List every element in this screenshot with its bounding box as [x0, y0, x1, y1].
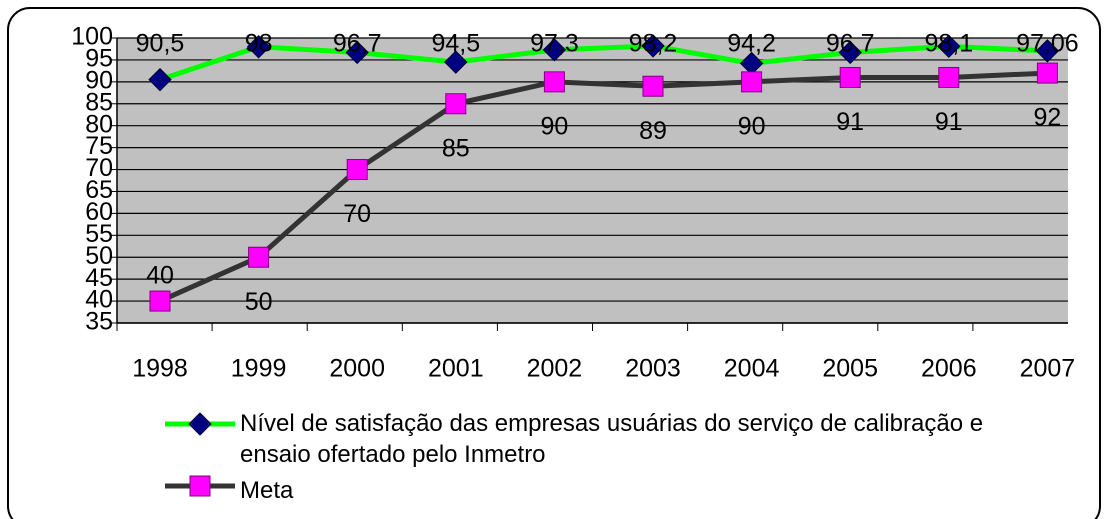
- x-tick-label: 2002: [527, 355, 583, 383]
- data-label: 98,1: [924, 30, 973, 58]
- data-label: 96,7: [826, 30, 875, 58]
- data-point: [1036, 62, 1058, 84]
- legend-marker: [188, 412, 212, 436]
- data-label: 90: [738, 112, 766, 140]
- data-point: [543, 71, 565, 93]
- data-label: 92: [1033, 104, 1061, 132]
- data-point: [445, 93, 467, 115]
- y-tick-label: 40: [85, 286, 113, 314]
- data-label: 89: [639, 117, 667, 145]
- y-tick-label: 95: [85, 45, 113, 73]
- y-tick-label: 65: [85, 176, 113, 204]
- x-tick-label: 1999: [231, 355, 287, 383]
- legend-label: Meta: [240, 477, 294, 504]
- data-point: [148, 67, 172, 92]
- data-label: 90,5: [136, 30, 185, 58]
- data-point: [246, 35, 271, 59]
- data-point: [542, 38, 567, 62]
- data-point: [1035, 39, 1060, 63]
- y-tick-label: 100: [71, 23, 113, 51]
- y-tick-label: 90: [85, 66, 113, 94]
- data-label: 97,3: [530, 30, 579, 58]
- y-tick-label: 75: [85, 132, 113, 160]
- data-point: [149, 290, 171, 312]
- x-tick-label: 2005: [822, 355, 878, 383]
- data-label: 98,2: [629, 30, 678, 58]
- data-label: 50: [245, 288, 273, 316]
- data-point: [839, 66, 861, 88]
- data-label: 96,7: [333, 30, 382, 58]
- data-point: [741, 71, 763, 93]
- x-tick-label: 2004: [724, 355, 780, 383]
- data-label: 40: [146, 262, 174, 290]
- data-label: 91: [935, 108, 963, 136]
- x-tick-label: 2003: [625, 355, 681, 383]
- data-point: [641, 34, 665, 58]
- data-label: 91: [836, 108, 864, 136]
- y-tick-label: 50: [85, 242, 113, 270]
- y-tick-label: 45: [85, 264, 113, 292]
- legend-marker: [189, 475, 211, 497]
- data-label: 98: [245, 30, 273, 58]
- data-point: [346, 159, 368, 181]
- x-tick-label: 2001: [428, 355, 484, 383]
- data-point: [838, 40, 862, 65]
- y-tick-label: 60: [85, 198, 113, 226]
- data-label: 90: [540, 112, 568, 140]
- data-label: 94,2: [727, 30, 776, 58]
- data-point: [248, 246, 270, 268]
- chart-border: [7, 7, 1101, 519]
- series-line: [158, 70, 1048, 304]
- data-point: [444, 50, 468, 74]
- data-label: 85: [442, 134, 470, 162]
- legend-label: Nível de satisfação das empresas usuária…: [240, 410, 984, 468]
- x-tick-label: 2007: [1020, 355, 1076, 383]
- data-point: [345, 40, 369, 65]
- x-tick-label: 2000: [329, 355, 385, 383]
- data-label: 97,06: [1016, 30, 1079, 58]
- data-point: [937, 34, 961, 59]
- plot-area: [117, 38, 1068, 323]
- y-tick-label: 35: [85, 308, 113, 336]
- y-tick-label: 85: [85, 88, 113, 116]
- data-label: 94,5: [431, 30, 480, 58]
- y-tick-label: 55: [85, 220, 113, 248]
- x-tick-label: 1998: [132, 355, 188, 383]
- data-label: 70: [343, 200, 371, 228]
- data-point: [642, 75, 664, 97]
- y-tick-label: 70: [85, 154, 113, 182]
- series-line: [159, 43, 1048, 83]
- data-point: [938, 66, 960, 88]
- x-tick-label: 2006: [921, 355, 977, 383]
- y-tick-label: 80: [85, 110, 113, 138]
